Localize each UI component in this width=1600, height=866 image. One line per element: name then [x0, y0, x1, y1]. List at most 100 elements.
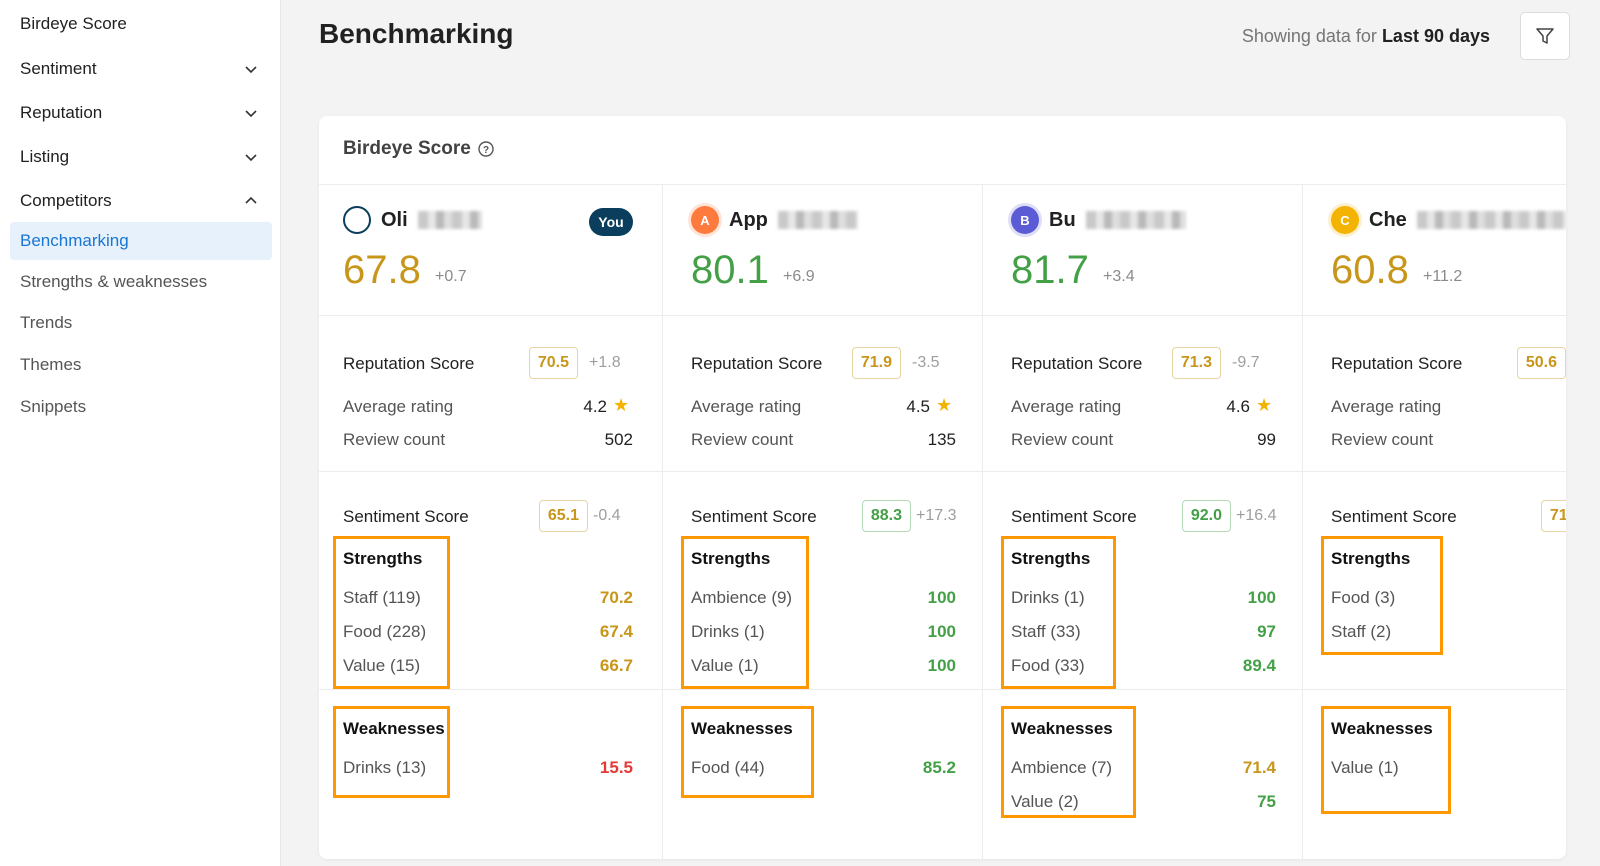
business-name[interactable]: A App: [691, 206, 858, 234]
strength-label: Value (1): [691, 656, 759, 675]
strengths-heading: Strengths: [691, 549, 771, 568]
weakness-value: 71.4: [1242, 758, 1276, 777]
strengths-heading: Strengths: [1011, 549, 1091, 568]
reputation-score-pill: 71.9: [851, 347, 901, 379]
blurred-name: [777, 211, 858, 229]
nav-reputation[interactable]: Reputation: [10, 93, 272, 133]
divider: [1303, 315, 1566, 316]
business-avatar: C: [1331, 206, 1359, 234]
weakness-value: 15.5: [599, 758, 633, 777]
filter-button[interactable]: [1520, 12, 1570, 60]
reputation-score-pill: 50.6: [1516, 347, 1566, 379]
strength-value: 100: [927, 622, 956, 641]
nav-themes[interactable]: Themes: [10, 346, 272, 384]
nav-label: Listing: [20, 147, 70, 166]
birdeye-score-value: 80.1: [691, 248, 769, 292]
strengths-highlight-box: [1001, 536, 1116, 689]
blurred-name: [417, 211, 482, 229]
nav-competitors[interactable]: Competitors: [10, 181, 272, 221]
business-name-text: App: [729, 208, 768, 231]
reputation-score-label: Reputation Score: [1011, 354, 1143, 373]
nav-birdeye-score[interactable]: Birdeye Score: [10, 4, 272, 44]
competitor-column: Oli You 67.8 +0.7 Reputation Score 70.5 +1.8 Av…: [319, 184, 663, 859]
review-count-label: Review count: [691, 430, 794, 449]
weaknesses-highlight-box: [333, 706, 450, 798]
divider: [983, 689, 1302, 690]
svg-text:?: ?: [483, 145, 489, 156]
strength-label: Drinks (1): [691, 622, 765, 641]
competitor-column: B Bu 81.7 +3.4 Reputation Score 71.3 -9.7 Avera…: [983, 184, 1303, 859]
strength-label: Ambience (9): [691, 588, 793, 607]
birdeye-score-value: 81.7: [1011, 248, 1089, 292]
divider: [319, 689, 662, 690]
you-badge: You: [589, 208, 633, 236]
nav-snippets[interactable]: Snippets: [10, 388, 272, 426]
birdeye-score-value: 60.8: [1331, 248, 1409, 292]
weakness-value: 75: [1257, 792, 1276, 811]
nav-sentiment[interactable]: Sentiment: [10, 49, 272, 89]
reputation-score-delta: +1.8: [589, 354, 621, 371]
sentiment-score-label: Sentiment Score: [691, 507, 817, 526]
strengths-heading: Strengths: [1331, 549, 1411, 568]
review-count-value: 502: [604, 430, 633, 449]
chevron-up-icon: [245, 196, 257, 204]
birdeye-score-value: 67.8: [343, 248, 421, 292]
weaknesses-highlight-box: [1321, 706, 1451, 814]
reputation-score-label: Reputation Score: [343, 354, 475, 373]
nav-benchmarking[interactable]: Benchmarking: [10, 222, 272, 260]
filter-icon: [1536, 28, 1554, 44]
sentiment-score-label: Sentiment Score: [1011, 507, 1137, 526]
strength-value: 67.4: [599, 622, 633, 641]
weakness-label: Ambience (7): [1011, 758, 1113, 777]
birdeye-score-delta: +6.9: [783, 268, 815, 285]
star-icon: ★: [1256, 395, 1273, 415]
competitor-column: A App 80.1 +6.9 Reputation Score 71.9 -3.5 Aver…: [663, 184, 983, 859]
nav-trends[interactable]: Trends: [10, 304, 272, 342]
chevron-down-icon: [245, 154, 257, 162]
business-name[interactable]: B Bu: [1011, 206, 1186, 234]
sentiment-score-delta: -0.4: [593, 507, 621, 524]
nav-sub-label: Themes: [20, 355, 82, 374]
chevron-down-icon: [245, 110, 257, 118]
chevron-down-icon: [245, 66, 257, 74]
strength-value: 89.4: [1242, 656, 1276, 675]
average-rating-value: 4.5: [906, 397, 930, 416]
weaknesses-heading: Weaknesses: [343, 719, 445, 738]
nav-label: Reputation: [20, 103, 103, 122]
business-name-text: Bu: [1049, 208, 1076, 231]
card-title-text: Birdeye Score: [343, 138, 471, 159]
review-count-label: Review count: [343, 430, 446, 449]
weakness-label: Value (2): [1011, 792, 1079, 811]
sentiment-score-pill: 71.0: [1540, 500, 1566, 532]
nav-label: Sentiment: [20, 59, 97, 78]
help-icon[interactable]: ?: [477, 140, 495, 158]
divider: [319, 471, 662, 472]
business-name[interactable]: C Che: [1331, 206, 1566, 234]
business-name-text: Che: [1369, 208, 1407, 231]
sentiment-score-label: Sentiment Score: [1331, 507, 1457, 526]
strength-label: Staff (2): [1331, 622, 1392, 641]
review-count-label: Review count: [1011, 430, 1114, 449]
nav-sub-label: Strengths & weaknesses: [20, 272, 208, 291]
divider: [663, 689, 982, 690]
business-name[interactable]: Oli: [343, 206, 482, 234]
business-avatar: [343, 206, 371, 234]
nav-strengths-weaknesses[interactable]: Strengths & weaknesses: [10, 263, 272, 301]
birdeye-score-delta: +0.7: [435, 268, 467, 285]
strength-value: 66.7: [599, 656, 633, 675]
strengths-highlight-box: [333, 536, 450, 689]
date-range-text: Showing data for Last 90 days: [1242, 26, 1490, 47]
average-rating-label: Average rating: [1331, 397, 1442, 416]
weaknesses-highlight-box: [681, 706, 814, 798]
sentiment-score-delta: +16.4: [1236, 507, 1277, 524]
nav-listing[interactable]: Listing: [10, 137, 272, 177]
divider: [319, 184, 1566, 185]
sentiment-score-pill: 65.1: [538, 500, 588, 532]
sentiment-score-delta: +17.3: [916, 507, 957, 524]
reputation-score-delta: -3.5: [912, 354, 940, 371]
strengths-highlight-box: [681, 536, 809, 689]
card-title: Birdeye Score ?: [343, 138, 495, 160]
business-name-text: Oli: [381, 208, 408, 231]
strengths-highlight-box: [1321, 536, 1443, 655]
strength-label: Food (228): [343, 622, 427, 641]
